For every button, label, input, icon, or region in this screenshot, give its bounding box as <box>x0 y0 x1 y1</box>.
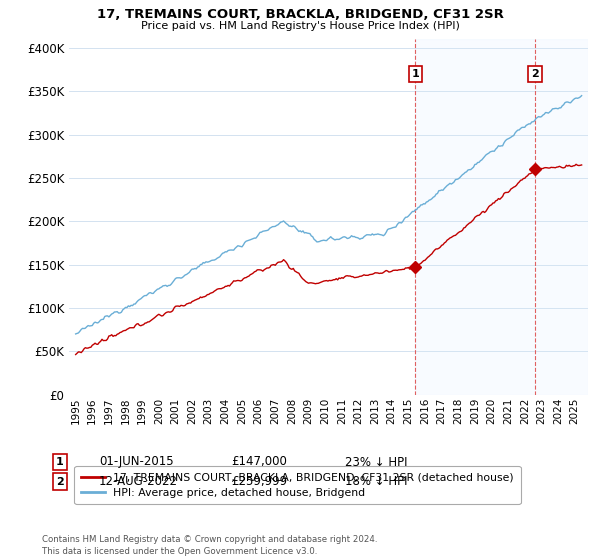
Text: 18% ↓ HPI: 18% ↓ HPI <box>345 475 407 488</box>
Legend: 17, TREMAINS COURT, BRACKLA, BRIDGEND, CF31 2SR (detached house), HPI: Average p: 17, TREMAINS COURT, BRACKLA, BRIDGEND, C… <box>74 466 521 505</box>
Text: Contains HM Land Registry data © Crown copyright and database right 2024.
This d: Contains HM Land Registry data © Crown c… <box>42 535 377 556</box>
Bar <box>415 39 588 395</box>
Text: 1: 1 <box>412 69 419 79</box>
Text: 1: 1 <box>56 457 64 467</box>
Text: 2: 2 <box>531 69 539 79</box>
Text: 23% ↓ HPI: 23% ↓ HPI <box>345 455 407 469</box>
Text: Price paid vs. HM Land Registry's House Price Index (HPI): Price paid vs. HM Land Registry's House … <box>140 21 460 31</box>
Text: 01-JUN-2015: 01-JUN-2015 <box>99 455 173 469</box>
Text: 12-AUG-2022: 12-AUG-2022 <box>99 475 178 488</box>
Text: £259,999: £259,999 <box>231 475 287 488</box>
Text: 2: 2 <box>56 477 64 487</box>
Text: £147,000: £147,000 <box>231 455 287 469</box>
Text: 17, TREMAINS COURT, BRACKLA, BRIDGEND, CF31 2SR: 17, TREMAINS COURT, BRACKLA, BRIDGEND, C… <box>97 8 503 21</box>
